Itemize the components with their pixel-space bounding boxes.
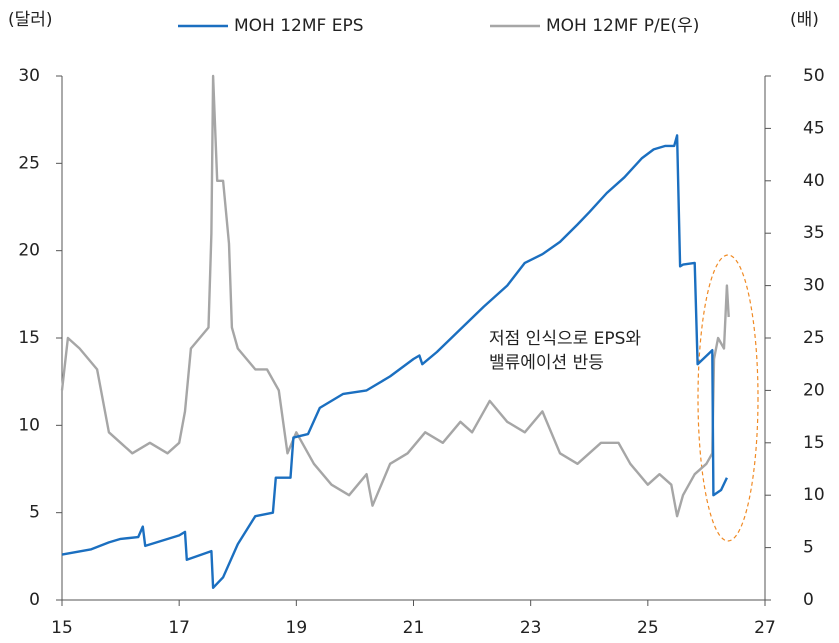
legend-label: MOH 12MF P/E(우) <box>546 16 699 36</box>
y2-tick-label: 10 <box>803 485 825 505</box>
y-tick-label: 20 <box>18 241 40 261</box>
y2-tick-label: 40 <box>803 171 825 191</box>
y2-tick-label: 0 <box>803 590 814 610</box>
y-tick-label: 15 <box>18 328 40 348</box>
y2-tick-label: 50 <box>803 66 825 86</box>
annotation: 밸류에이션 반등 <box>489 353 604 373</box>
x-tick-label: 25 <box>637 618 659 638</box>
y2-tick-label: 45 <box>803 118 825 138</box>
x-tick-label: 23 <box>520 618 542 638</box>
x-tick-label: 27 <box>754 618 776 638</box>
y-tick-label: 30 <box>18 66 40 86</box>
highlight-ellipse <box>697 254 759 542</box>
right-unit: (배) <box>790 10 819 30</box>
x-tick-label: 17 <box>168 618 190 638</box>
y2-tick-label: 15 <box>803 433 825 453</box>
y2-tick-label: 20 <box>803 380 825 400</box>
annotation: 저점 인식으로 EPS와 <box>489 329 641 349</box>
y-tick-label: 25 <box>18 153 40 173</box>
y2-tick-label: 25 <box>803 328 825 348</box>
y2-tick-label: 5 <box>803 538 814 558</box>
x-tick-label: 21 <box>403 618 425 638</box>
series-line <box>61 134 728 589</box>
y-tick-label: 0 <box>29 590 40 610</box>
y-tick-label: 5 <box>29 503 40 523</box>
series-line <box>60 74 730 518</box>
y2-tick-label: 35 <box>803 223 825 243</box>
y2-tick-label: 30 <box>803 276 825 296</box>
y-tick-label: 10 <box>18 415 40 435</box>
x-tick-label: 19 <box>286 618 308 638</box>
left-unit: (달러) <box>8 10 53 30</box>
legend-label: MOH 12MF EPS <box>234 16 364 36</box>
x-tick-label: 15 <box>51 618 73 638</box>
